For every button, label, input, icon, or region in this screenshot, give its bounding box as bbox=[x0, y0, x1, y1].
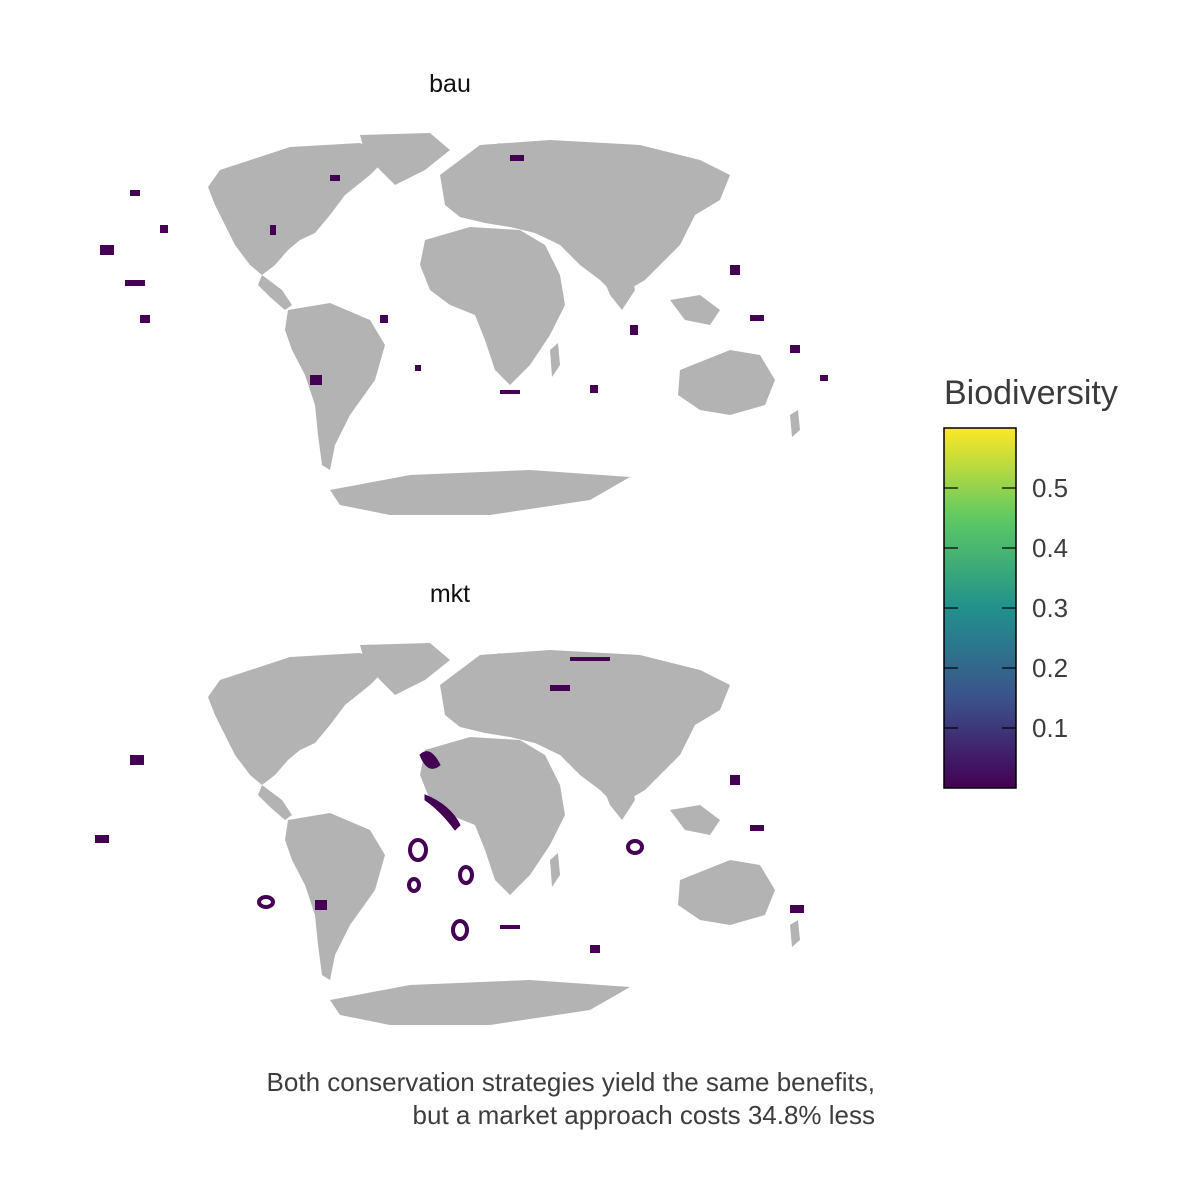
new-zealand bbox=[790, 920, 800, 947]
north-america bbox=[208, 653, 390, 785]
south-america bbox=[285, 303, 385, 470]
panel-title-bau: bau bbox=[429, 70, 471, 98]
colorbar: 0.5 0.4 0.3 0.2 0.1 bbox=[943, 427, 1068, 789]
eurasia bbox=[440, 650, 730, 805]
greenland bbox=[360, 643, 450, 695]
africa bbox=[420, 227, 565, 385]
eurasia bbox=[440, 140, 730, 295]
southeast-asia bbox=[670, 295, 720, 325]
legend-tick-label: 0.3 bbox=[1032, 593, 1068, 623]
map-panel-bau: bau bbox=[30, 60, 870, 530]
central-america bbox=[258, 275, 292, 310]
legend-tick-label: 0.2 bbox=[1032, 653, 1068, 683]
new-zealand bbox=[790, 410, 800, 437]
australia bbox=[678, 350, 775, 415]
south-america bbox=[285, 813, 385, 980]
legend-tick-label: 0.4 bbox=[1032, 533, 1068, 563]
madagascar bbox=[550, 853, 560, 887]
world-map-mkt bbox=[95, 643, 804, 1025]
legend-tick-label: 0.5 bbox=[1032, 473, 1068, 503]
africa bbox=[420, 737, 565, 895]
madagascar bbox=[550, 343, 560, 377]
legend-title: Biodiversity bbox=[944, 374, 1118, 412]
land-masses bbox=[208, 133, 800, 515]
caption-line-2: but a market approach costs 34.8% less bbox=[412, 1100, 875, 1130]
map-panel-mkt: mkt bbox=[30, 570, 870, 1040]
protected-areas bbox=[95, 657, 804, 953]
antarctica bbox=[330, 470, 630, 515]
north-america bbox=[208, 143, 390, 275]
india bbox=[600, 775, 635, 820]
caption-line-1: Both conservation strategies yield the s… bbox=[266, 1067, 875, 1097]
greenland bbox=[360, 133, 450, 185]
scandinavia bbox=[470, 143, 510, 185]
australia bbox=[678, 860, 775, 925]
legend-tick-label: 0.1 bbox=[1032, 713, 1068, 743]
india bbox=[600, 265, 635, 310]
southeast-asia bbox=[670, 805, 720, 835]
panel-title-mkt: mkt bbox=[429, 580, 471, 608]
caption: Both conservation strategies yield the s… bbox=[60, 1066, 875, 1132]
protected-areas bbox=[100, 155, 828, 394]
central-america bbox=[258, 785, 292, 820]
world-map-bau bbox=[100, 133, 828, 515]
land-masses bbox=[208, 643, 800, 1025]
scandinavia bbox=[470, 653, 510, 695]
antarctica bbox=[330, 980, 630, 1025]
